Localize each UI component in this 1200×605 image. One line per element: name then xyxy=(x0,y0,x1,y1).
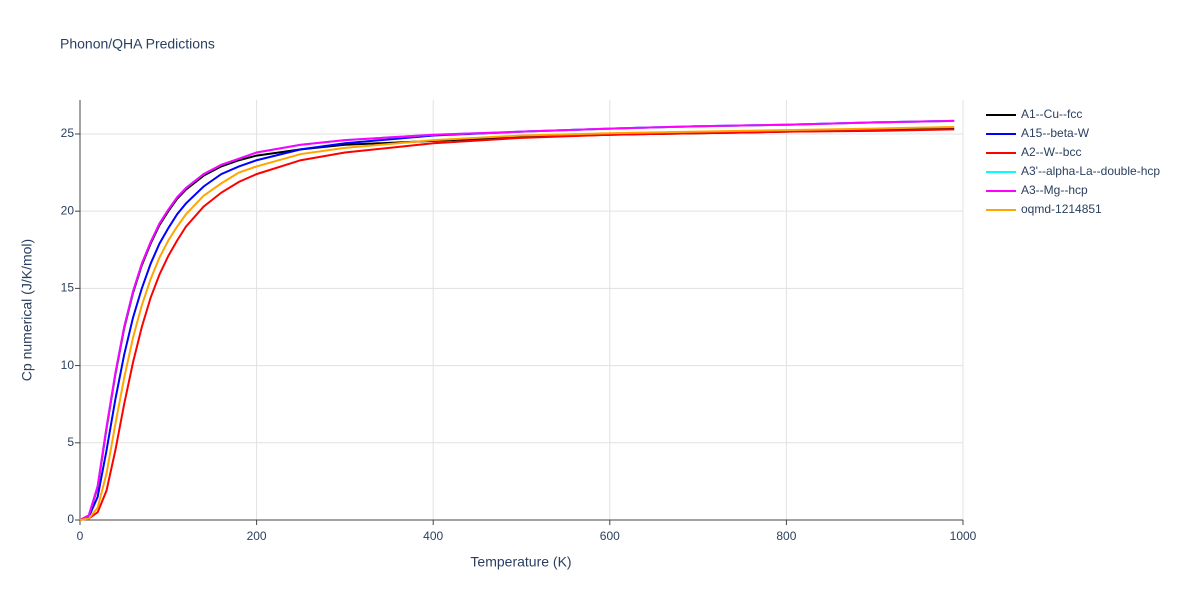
legend-label: A3'--alpha-La--double-hcp xyxy=(1021,164,1160,178)
y-tick-label: 5 xyxy=(67,435,74,449)
y-axis-label: Cp numerical (J/K/mol) xyxy=(19,239,35,381)
x-tick-label: 400 xyxy=(423,529,443,543)
series-line xyxy=(79,128,955,521)
legend-label: A15--beta-W xyxy=(1021,126,1090,140)
x-tick-label: 1000 xyxy=(950,529,977,543)
legend-label: A3--Mg--hcp xyxy=(1021,183,1088,197)
chart-title: Phonon/QHA Predictions xyxy=(60,36,215,52)
x-tick-label: 800 xyxy=(776,529,796,543)
series-line xyxy=(79,126,955,521)
y-tick-label: 20 xyxy=(61,203,75,217)
legend-label: A2--W--bcc xyxy=(1021,145,1081,159)
y-tick-label: 25 xyxy=(61,126,75,140)
legend-label: oqmd-1214851 xyxy=(1021,202,1102,216)
series-line xyxy=(79,119,955,521)
legend-label: A1--Cu--fcc xyxy=(1021,107,1082,121)
x-tick-label: 0 xyxy=(77,529,84,543)
x-axis-label: Temperature (K) xyxy=(470,554,571,570)
series-line xyxy=(79,127,955,521)
y-tick-label: 0 xyxy=(67,512,74,526)
x-tick-label: 600 xyxy=(600,529,620,543)
series-line xyxy=(79,119,955,521)
y-tick-label: 10 xyxy=(61,358,75,372)
y-tick-label: 15 xyxy=(61,281,75,295)
x-tick-label: 200 xyxy=(247,529,267,543)
